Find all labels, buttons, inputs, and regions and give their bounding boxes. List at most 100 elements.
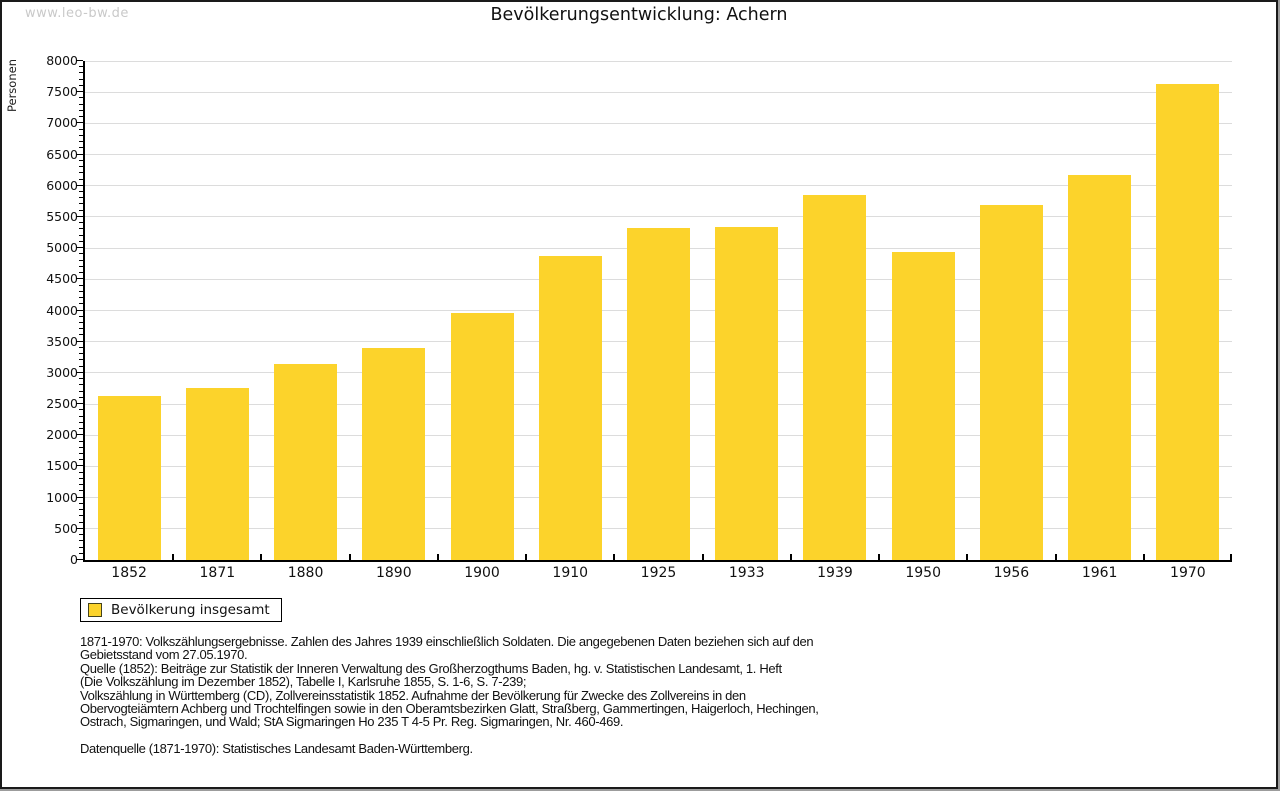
y-minor-tick-5600 <box>79 209 83 211</box>
y-axis-label-1000: 1000 <box>46 489 78 505</box>
x-axis-label-1970: 1970 <box>1170 565 1206 581</box>
y-axis-label-2500: 2500 <box>46 396 78 412</box>
y-minor-tick-6900 <box>79 128 83 130</box>
y-major-tick-6500 <box>76 153 83 155</box>
bar-1890 <box>362 347 426 560</box>
y-axis-label-4000: 4000 <box>46 302 78 318</box>
y-minor-tick-2600 <box>79 396 83 398</box>
x-axis-labels: 1852 1871 1880 1890 1900 1910 1925 1933 1939 1950… <box>85 565 1232 585</box>
y-minor-tick-7600 <box>79 84 83 86</box>
y-minor-tick-1300 <box>79 477 83 479</box>
y-minor-tick-4900 <box>79 253 83 255</box>
y-axis-labels: 0 500 1000 1500 2000 2500 3000 3500 4000 4500 5000… <box>2 54 78 567</box>
y-minor-tick-6200 <box>79 172 83 174</box>
plot-area <box>76 60 1232 562</box>
y-minor-tick-7200 <box>79 109 83 111</box>
y-minor-tick-4200 <box>79 297 83 299</box>
bar-1956 <box>979 205 1043 560</box>
y-axis-label-4500: 4500 <box>46 271 78 287</box>
y-minor-tick-7400 <box>79 97 83 99</box>
y-minor-tick-7300 <box>79 103 83 105</box>
y-minor-tick-6800 <box>79 134 83 136</box>
y-major-tick-1000 <box>76 496 83 498</box>
x-boundary-tick-7 <box>701 554 704 560</box>
x-boundary-tick-2 <box>260 554 263 560</box>
footer-note-line-3: Quelle (1852): Beiträge zur Statistik de… <box>80 660 782 676</box>
watermark: www.leo-bw.de <box>25 6 129 21</box>
bar-1939 <box>803 195 867 560</box>
y-major-tick-0 <box>76 559 83 560</box>
y-major-tick-4000 <box>76 309 83 311</box>
y-minor-tick-6600 <box>79 147 83 149</box>
y-minor-tick-7100 <box>79 116 83 118</box>
y-major-tick-3500 <box>76 340 83 342</box>
footer-datasource: Datenquelle (1871-1970): Statistisches L… <box>80 740 473 756</box>
footer-note-line-1: 1871-1970: Volkszählungsergebnisse. Zahl… <box>80 634 814 649</box>
y-major-tick-5500 <box>76 215 83 217</box>
y-minor-tick-2400 <box>79 409 83 411</box>
x-boundary-tick-13 <box>1230 554 1232 560</box>
gridline-6500 <box>85 154 1232 156</box>
y-major-tick-4500 <box>76 278 83 280</box>
y-minor-tick-7700 <box>79 78 83 80</box>
y-major-tick-7000 <box>76 122 83 124</box>
y-minor-tick-1600 <box>79 459 83 461</box>
y-minor-tick-3600 <box>79 334 83 336</box>
y-minor-tick-4100 <box>79 303 83 305</box>
x-axis-label-1961: 1961 <box>1081 565 1118 581</box>
y-minor-tick-2800 <box>79 384 83 386</box>
y-minor-tick-200 <box>79 546 83 548</box>
gridline-8000 <box>85 60 1232 62</box>
x-boundary-tick-12 <box>1142 554 1145 560</box>
x-boundary-tick-10 <box>966 554 969 560</box>
x-axis-label-1925: 1925 <box>640 565 677 581</box>
footer-note-line-7: Ostrach, Sigmaringen, und Wald; StA Sigm… <box>80 714 624 730</box>
footer-notes: 1871-1970: Volkszählungsergebnisse. Zahl… <box>80 634 1230 756</box>
y-minor-tick-3100 <box>79 365 83 367</box>
x-boundary-tick-5 <box>525 554 528 560</box>
y-major-tick-2500 <box>76 403 83 405</box>
bar-1910 <box>538 256 602 560</box>
y-minor-tick-4400 <box>79 284 83 286</box>
bar-1961 <box>1068 175 1132 560</box>
y-minor-tick-3400 <box>79 346 83 348</box>
x-axis-label-1880: 1880 <box>287 565 324 581</box>
y-minor-tick-5800 <box>79 197 83 199</box>
y-minor-tick-4600 <box>79 272 83 274</box>
y-minor-tick-1700 <box>79 452 83 454</box>
bar-1950 <box>891 251 955 560</box>
bar-1880 <box>274 364 338 560</box>
x-axis-label-1950: 1950 <box>905 565 941 581</box>
y-minor-tick-800 <box>79 509 83 511</box>
y-minor-tick-3800 <box>79 321 83 323</box>
y-minor-tick-5100 <box>79 240 83 242</box>
x-boundary-tick-6 <box>613 554 616 560</box>
y-minor-tick-3200 <box>79 359 83 361</box>
y-minor-tick-5300 <box>79 228 83 230</box>
y-minor-tick-2200 <box>79 421 83 423</box>
y-major-tick-6000 <box>76 184 83 186</box>
y-minor-tick-3900 <box>79 315 83 317</box>
y-major-tick-5000 <box>76 247 83 249</box>
bar-1900 <box>450 313 514 560</box>
y-major-tick-2000 <box>76 434 83 436</box>
x-boundary-tick-4 <box>436 554 439 560</box>
x-boundary-tick-8 <box>789 554 792 560</box>
bar-1852 <box>97 395 161 560</box>
y-major-tick-1500 <box>76 465 83 467</box>
y-axis-label-6000: 6000 <box>46 177 78 193</box>
y-minor-tick-300 <box>79 540 83 542</box>
y-minor-tick-5200 <box>79 234 83 236</box>
y-minor-tick-4700 <box>79 265 83 267</box>
gridline-5500 <box>85 216 1232 218</box>
footer-note-line-2: Gebietsstand vom 27.05.1970. <box>80 647 248 663</box>
y-axis-label-3000: 3000 <box>46 364 78 380</box>
y-minor-tick-900 <box>79 502 83 504</box>
y-minor-tick-4300 <box>79 290 83 292</box>
y-minor-tick-7800 <box>79 72 83 74</box>
x-axis-label-1933: 1933 <box>728 565 765 581</box>
y-minor-tick-1100 <box>79 490 83 492</box>
y-minor-tick-7900 <box>79 66 83 68</box>
legend-box: Bevölkerung insgesamt <box>80 598 282 622</box>
